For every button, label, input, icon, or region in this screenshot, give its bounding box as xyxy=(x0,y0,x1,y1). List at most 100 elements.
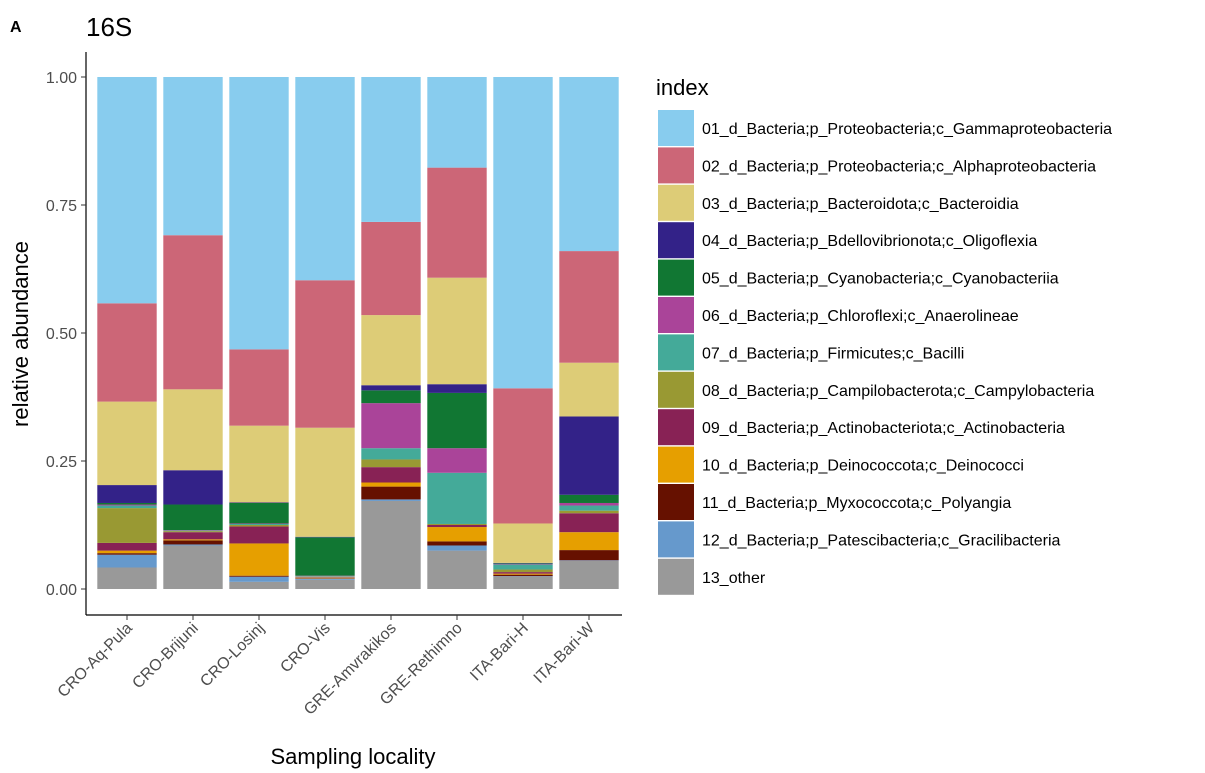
bar-segment-ITA-Bari-H-9 xyxy=(493,563,553,564)
y-tick-label: 1.00 xyxy=(46,70,77,87)
bar-segment-CRO-Vis-2 xyxy=(295,578,355,580)
bar-segment-CRO-Brijuni-2 xyxy=(163,544,223,546)
bar-segment-GRE-Rethimno-2 xyxy=(427,545,487,551)
bar-segment-CRO-Brijuni-7 xyxy=(163,530,223,532)
bar-segment-ITA-Bari-H-11 xyxy=(493,523,553,563)
y-tick-label: 0.00 xyxy=(46,582,77,599)
legend-key xyxy=(658,521,694,558)
bar-segment-CRO-Losinj-8 xyxy=(229,523,289,524)
bar-segment-GRE-Amvrakikos-7 xyxy=(361,448,421,460)
x-tick-label: CRO-Aq-Pula xyxy=(55,620,136,701)
bar-segment-CRO-Brijuni-9 xyxy=(163,504,223,531)
bar-segment-CRO-Vis-8 xyxy=(295,575,355,577)
legend-key xyxy=(658,371,694,408)
bar-segment-GRE-Amvrakikos-4 xyxy=(361,482,421,487)
bar-segment-ITA-Bari-W-1 xyxy=(559,560,619,589)
bar-segment-GRE-Rethimno-9 xyxy=(427,392,487,449)
bar-segment-ITA-Bari-W-6 xyxy=(559,510,619,514)
bar-segment-CRO-Losinj-4 xyxy=(229,543,289,576)
legend-key xyxy=(658,184,694,221)
bar-segment-CRO-Aq-Pula-11 xyxy=(97,401,157,486)
legend-key xyxy=(658,558,694,595)
bar-segment-CRO-Vis-1 xyxy=(295,579,355,589)
bar-segment-GRE-Amvrakikos-9 xyxy=(361,390,421,404)
legend-label: 07_d_Bacteria;p_Firmicutes;c_Bacilli xyxy=(702,345,964,362)
legend: index 01_d_Bacteria;p_Proteobacteria;c_G… xyxy=(656,75,1112,595)
x-tick-label: ITA-Bari-W xyxy=(531,619,599,687)
bar-segment-ITA-Bari-H-1 xyxy=(493,576,553,589)
y-tick-label: 0.25 xyxy=(46,454,77,471)
legend-label: 03_d_Bacteria;p_Bacteroidota;c_Bacteroid… xyxy=(702,196,1019,213)
legend-label: 09_d_Bacteria;p_Actinobacteriota;c_Actin… xyxy=(702,420,1065,437)
bar-segment-CRO-Aq-Pula-13 xyxy=(97,77,157,304)
bar-segment-CRO-Brijuni-11 xyxy=(163,389,223,471)
bar-segment-ITA-Bari-H-6 xyxy=(493,569,553,573)
bar-segment-CRO-Aq-Pula-7 xyxy=(97,505,157,509)
bar-segment-ITA-Bari-H-7 xyxy=(493,564,553,570)
bar-segment-ITA-Bari-W-9 xyxy=(559,494,619,503)
bar-segment-CRO-Vis-12 xyxy=(295,280,355,428)
legend-label: 02_d_Bacteria;p_Proteobacteria;c_Alphapr… xyxy=(702,158,1096,175)
bar-segment-CRO-Aq-Pula-5 xyxy=(97,542,157,551)
bar-segment-CRO-Vis-11 xyxy=(295,427,355,537)
bar-segment-CRO-Losinj-3 xyxy=(229,575,289,577)
bar-segment-ITA-Bari-W-12 xyxy=(559,251,619,363)
legend-label: 04_d_Bacteria;p_Bdellovibrionota;c_Oligo… xyxy=(702,233,1037,250)
bar-segment-ITA-Bari-W-4 xyxy=(559,532,619,551)
bar-segment-GRE-Rethimno-13 xyxy=(427,77,487,168)
bar-segment-ITA-Bari-W-3 xyxy=(559,550,619,561)
bar-segment-ITA-Bari-W-10 xyxy=(559,416,619,495)
bar-segment-CRO-Brijuni-13 xyxy=(163,77,223,236)
bar-segment-GRE-Rethimno-1 xyxy=(427,550,487,589)
bar-segment-ITA-Bari-H-12 xyxy=(493,388,553,524)
legend-key xyxy=(658,484,694,520)
legend-key xyxy=(658,259,694,296)
bar-segment-ITA-Bari-W-8 xyxy=(559,502,619,506)
bar-segment-ITA-Bari-H-2 xyxy=(493,576,553,577)
bar-segment-ITA-Bari-W-11 xyxy=(559,362,619,417)
bar-segment-CRO-Losinj-13 xyxy=(229,77,289,350)
bar-segment-GRE-Rethimno-8 xyxy=(427,448,487,473)
bar-segment-CRO-Losinj-9 xyxy=(229,502,289,524)
bar-segment-CRO-Brijuni-1 xyxy=(163,545,223,589)
bar-segment-CRO-Aq-Pula-4 xyxy=(97,550,157,554)
y-tick-label: 0.50 xyxy=(46,326,77,343)
x-tick-label: CRO-Vis xyxy=(277,620,333,676)
bar-segment-CRO-Brijuni-10 xyxy=(163,470,223,505)
bar-segment-GRE-Amvrakikos-6 xyxy=(361,459,421,468)
legend-title: index xyxy=(656,75,709,100)
bar-segment-ITA-Bari-H-10 xyxy=(493,562,553,564)
bar-segment-CRO-Brijuni-8 xyxy=(163,530,223,531)
bar-segment-CRO-Vis-5 xyxy=(295,577,355,578)
bar-segment-GRE-Amvrakikos-13 xyxy=(361,77,421,222)
bar-segment-GRE-Rethimno-10 xyxy=(427,384,487,393)
legend-label: 06_d_Bacteria;p_Chloroflexi;c_Anaeroline… xyxy=(702,308,1019,325)
bar-segment-ITA-Bari-W-2 xyxy=(559,560,619,561)
bar-segment-GRE-Amvrakikos-12 xyxy=(361,221,421,316)
y-tick-label: 0.75 xyxy=(46,198,77,215)
legend-key xyxy=(658,446,694,483)
bar-segment-CRO-Brijuni-12 xyxy=(163,235,223,390)
legend-key xyxy=(658,334,694,371)
bar-segment-CRO-Aq-Pula-1 xyxy=(97,567,157,589)
x-tick-label: CRO-Losinj xyxy=(197,620,267,690)
legend-key xyxy=(658,147,694,184)
bar-segment-CRO-Losinj-10 xyxy=(229,502,289,503)
bar-segment-CRO-Aq-Pula-3 xyxy=(97,553,157,555)
bar-segment-CRO-Aq-Pula-12 xyxy=(97,303,157,402)
bar-segment-ITA-Bari-H-8 xyxy=(493,563,553,565)
bar-segment-CRO-Losinj-7 xyxy=(229,523,289,525)
legend-key xyxy=(658,222,694,259)
x-tick-label: ITA-Bari-H xyxy=(467,620,532,685)
legend-key xyxy=(658,409,694,446)
bar-segment-CRO-Brijuni-3 xyxy=(163,540,223,545)
bar-segment-CRO-Brijuni-6 xyxy=(163,531,223,533)
bar-segment-GRE-Amvrakikos-5 xyxy=(361,467,421,483)
chart-title: 16S xyxy=(86,12,132,42)
y-axis-title: relative abundance xyxy=(8,241,33,427)
bar-segment-CRO-Aq-Pula-2 xyxy=(97,554,157,568)
bar-segment-ITA-Bari-W-5 xyxy=(559,513,619,533)
bar-segment-CRO-Losinj-6 xyxy=(229,525,289,527)
legend-label: 11_d_Bacteria;p_Myxococcota;c_Polyangia xyxy=(702,495,1011,512)
